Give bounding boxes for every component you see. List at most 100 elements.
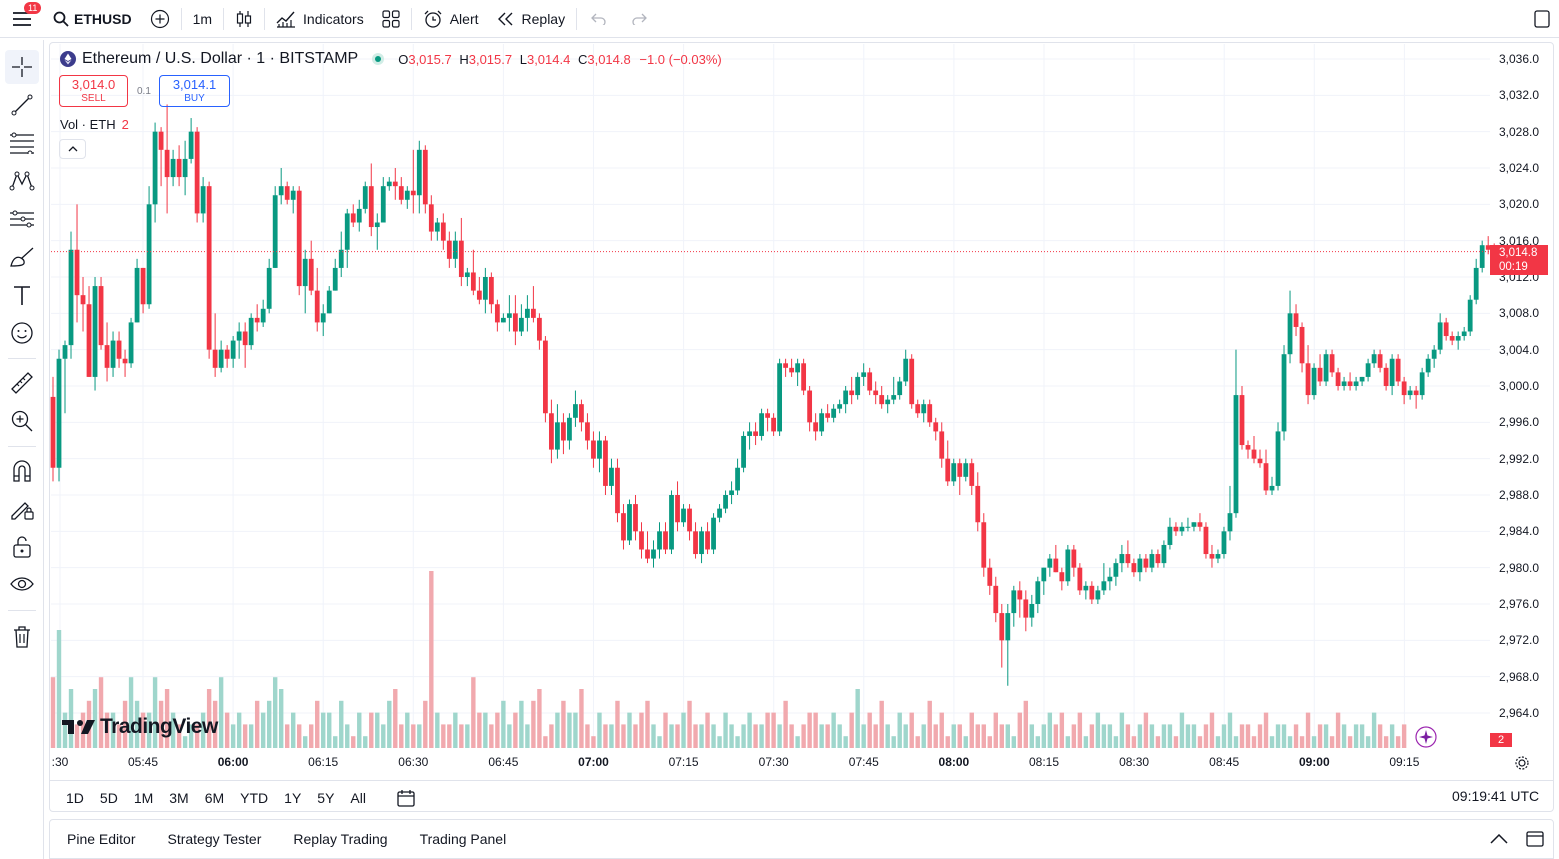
- range-button[interactable]: 5Y: [317, 789, 335, 806]
- collapse-legend-button[interactable]: [59, 139, 86, 159]
- symbol-title[interactable]: Ethereum / U.S. Dollar · 1 · BITSTAMP: [82, 50, 359, 67]
- redo-button[interactable]: [619, 0, 659, 38]
- text-tool[interactable]: [5, 278, 39, 312]
- forecast-tool[interactable]: [5, 202, 39, 236]
- search-icon: [53, 11, 69, 27]
- layouts-button[interactable]: [373, 0, 409, 38]
- indicators-button[interactable]: Indicators: [267, 0, 373, 38]
- time-axis-label: 06:15: [308, 755, 339, 769]
- rewind-icon: [497, 12, 513, 25]
- chart-pane[interactable]: [49, 42, 1554, 812]
- crosshair-tool[interactable]: [5, 50, 39, 84]
- icon-tool[interactable]: [5, 316, 39, 350]
- volume-tag: 2: [1490, 733, 1512, 747]
- range-button[interactable]: YTD: [240, 789, 269, 806]
- open-value: 3,015.7: [408, 51, 452, 67]
- price-axis-label: 3,020.0: [1499, 197, 1540, 212]
- time-axis-label: 09:00: [1298, 755, 1330, 769]
- hide-drawings-tool[interactable]: [5, 568, 39, 602]
- time-axis-label: 06:00: [217, 755, 249, 769]
- range-button[interactable]: 1Y: [284, 789, 302, 806]
- chevron-up-icon[interactable]: [1490, 834, 1508, 844]
- plus-circle-icon: [150, 9, 169, 28]
- close-value: 3,014.8: [587, 51, 631, 67]
- compare-button[interactable]: [141, 0, 179, 38]
- keep-drawing-tool[interactable]: [5, 492, 39, 526]
- magnet-tool[interactable]: [5, 454, 39, 488]
- watermark-text: TradingView: [100, 715, 218, 738]
- price-axis-label: 3,024.0: [1499, 161, 1540, 175]
- settings-gear-icon[interactable]: [1514, 755, 1530, 771]
- sparkle-icon[interactable]: [1414, 725, 1438, 749]
- fullscreen-button[interactable]: [1525, 0, 1559, 38]
- text-icon: [14, 286, 30, 305]
- undo-button[interactable]: [579, 0, 619, 38]
- pattern-tool[interactable]: [5, 164, 39, 198]
- brush-tool[interactable]: [5, 240, 39, 274]
- alert-button[interactable]: Alert: [414, 0, 488, 38]
- sell-price: 3,014.0: [71, 77, 116, 92]
- separator: [8, 358, 36, 359]
- zoom-tool[interactable]: [5, 404, 39, 438]
- time-axis-label: 07:45: [848, 755, 879, 769]
- time-axis-label: 08:00: [938, 755, 970, 769]
- interval-button[interactable]: 1m: [192, 10, 213, 27]
- range-button[interactable]: 5D: [99, 789, 118, 806]
- current-price-tag: 3,014.8 00:19: [1490, 245, 1548, 275]
- bottom-panel-tab[interactable]: Pine Editor: [67, 831, 136, 847]
- alert-label: Alert: [449, 10, 479, 27]
- volume-label: Vol · ETH: [60, 117, 116, 132]
- range-button[interactable]: All: [350, 789, 366, 806]
- bottom-panel-tab[interactable]: Trading Panel: [419, 831, 507, 847]
- chevron-up-icon: [68, 146, 77, 152]
- chart-type-button[interactable]: [226, 0, 262, 38]
- price-axis-label: 2,972.0: [1499, 633, 1540, 648]
- sell-label: SELL: [81, 93, 106, 104]
- horizontal-lines-icon: [10, 132, 34, 154]
- range-button[interactable]: 3M: [169, 789, 189, 806]
- menu-button[interactable]: 11: [0, 0, 44, 38]
- tradingview-logo-icon: [62, 720, 95, 734]
- range-buttons: 1D 5D 1M 3M 6M YTD 1Y 5Y All: [58, 790, 374, 806]
- separator: [410, 7, 412, 30]
- fib-tool[interactable]: [5, 126, 39, 160]
- symbol-legend: Ethereum / U.S. Dollar · 1 · BITSTAMP O3…: [60, 50, 722, 68]
- volume-legend[interactable]: Vol · ETH 2: [60, 117, 129, 132]
- time-axis-label: 07:30: [758, 755, 789, 769]
- price-axis-label: 2,984.0: [1499, 524, 1540, 539]
- undo-icon: [591, 13, 606, 25]
- sell-button[interactable]: 3,014.0 SELL: [59, 75, 128, 107]
- price-axis-label: 2,968.0: [1499, 669, 1540, 684]
- lock-drawings-tool[interactable]: [5, 530, 39, 564]
- measure-tool[interactable]: [5, 366, 39, 400]
- price-axis-label: 3,000.0: [1499, 379, 1540, 393]
- grid-icon: [382, 9, 400, 28]
- range-button[interactable]: 6M: [204, 789, 225, 806]
- remove-drawings-tool[interactable]: [5, 620, 39, 654]
- bottom-tabs: Pine Editor Strategy Tester Replay Trading…: [51, 831, 522, 847]
- bottom-panel-tab[interactable]: Replay Trading: [293, 831, 388, 847]
- maximize-panel-icon[interactable]: [1526, 831, 1544, 847]
- volume-value: 2: [121, 117, 129, 132]
- range-button[interactable]: 1D: [66, 789, 84, 806]
- trash-icon: [14, 626, 30, 648]
- price-axis-label: 2,976.0: [1499, 597, 1540, 611]
- market-status-dot[interactable]: [372, 53, 385, 65]
- symbol-search[interactable]: ETHUSD: [44, 0, 141, 38]
- calendar-icon[interactable]: [396, 788, 416, 808]
- range-button[interactable]: 1M: [133, 789, 154, 806]
- price-axis-label: 3,036.0: [1499, 52, 1540, 66]
- price-axis-label: 3,028.0: [1499, 124, 1540, 139]
- replay-button[interactable]: Replay: [488, 0, 575, 38]
- high-value: 3,015.7: [468, 51, 513, 67]
- separator: [8, 610, 36, 611]
- buy-label: BUY: [184, 93, 205, 104]
- buy-button[interactable]: 3,014.1 BUY: [159, 75, 230, 107]
- utc-clock[interactable]: 09:19:41 UTC: [1452, 788, 1540, 804]
- projection-icon: [10, 210, 34, 228]
- trend-line-tool[interactable]: [5, 88, 39, 122]
- bottom-panel-tab[interactable]: Strategy Tester: [167, 831, 262, 847]
- price-axis-label: 2,996.0: [1499, 415, 1540, 430]
- buy-price: 3,014.1: [172, 77, 217, 92]
- symbol-label: ETHUSD: [74, 10, 132, 27]
